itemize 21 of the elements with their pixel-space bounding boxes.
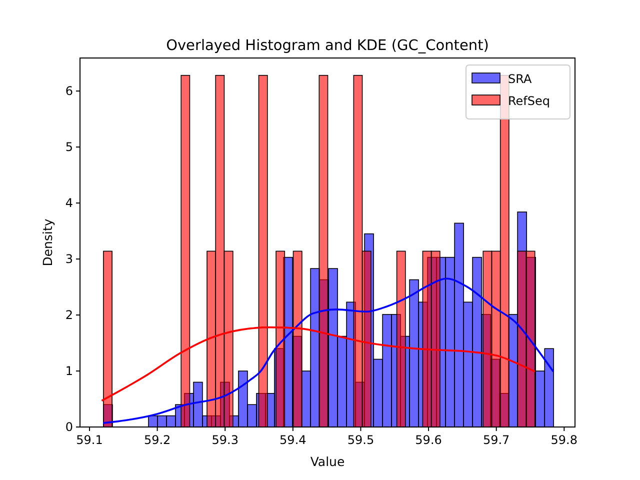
- y-tick-label: 5: [65, 140, 73, 154]
- y-tick-label: 3: [65, 252, 73, 266]
- x-tick-label: 59.7: [482, 433, 510, 447]
- legend-label: SRA: [508, 72, 532, 86]
- legend-label: RefSeq: [508, 94, 550, 108]
- x-tick-label: 59.1: [76, 433, 103, 447]
- y-tick-label: 0: [65, 420, 73, 434]
- x-tick-label: 59.8: [550, 433, 578, 447]
- y-tick-label: 1: [65, 364, 73, 378]
- chart-title: Overlayed Histogram and KDE (GC_Content): [166, 38, 489, 54]
- x-tick-label: 59.6: [415, 433, 442, 447]
- line-series: [100, 326, 536, 402]
- y-axis-title: Density: [40, 218, 55, 266]
- x-tick-label: 59.5: [347, 433, 374, 447]
- x-tick-label: 59.2: [144, 433, 171, 447]
- x-tick-label: 59.3: [212, 433, 238, 447]
- y-tick-label: 6: [65, 84, 73, 98]
- y-tick-label: 2: [65, 308, 73, 322]
- x-axis-title: Value: [310, 454, 345, 469]
- y-tick-label: 4: [65, 196, 73, 210]
- x-tick-label: 59.4: [280, 433, 306, 447]
